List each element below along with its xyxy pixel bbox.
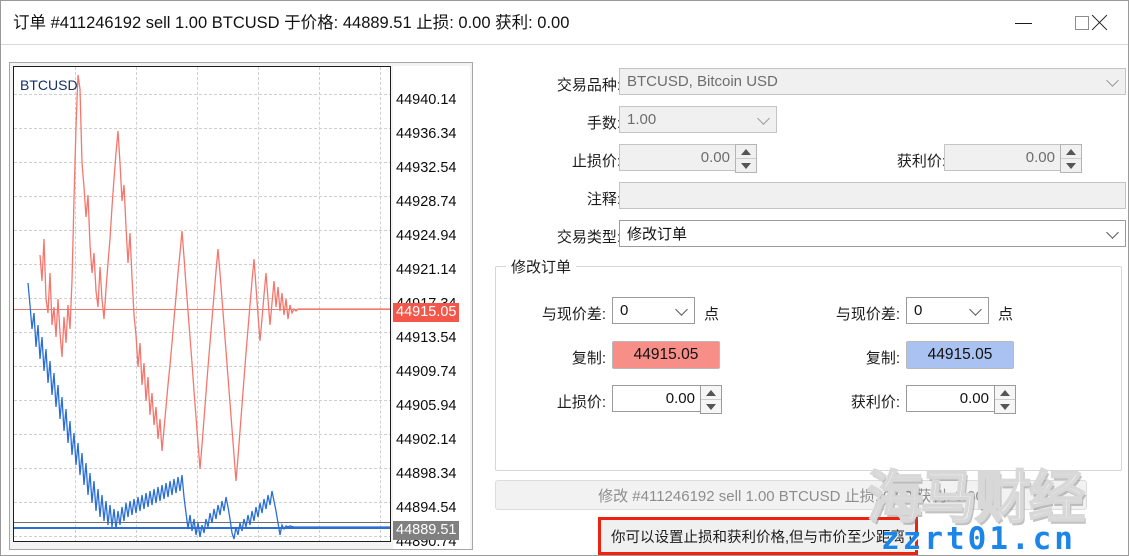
modify-order-group-title: 修改订单 <box>506 256 577 277</box>
deviation-label-right: 与现价差: <box>835 306 900 323</box>
symbol-select[interactable]: BTCUSD, Bitcoin USD <box>619 68 1126 95</box>
stepper-down[interactable] <box>1061 158 1081 172</box>
stepper-up[interactable] <box>1061 145 1081 158</box>
deviation-value-right: 0 <box>914 302 923 319</box>
copy-label-right: 复制: <box>865 350 900 367</box>
caret-down-icon <box>1066 162 1076 169</box>
order-type-label: 交易类型: <box>556 229 621 246</box>
minimize-icon <box>1014 22 1032 24</box>
deviation-value-left: 0 <box>620 302 629 319</box>
caret-up-icon <box>706 389 716 396</box>
price-label: 44936.34 <box>396 126 457 142</box>
points-unit-right: 点 <box>998 306 1014 323</box>
stepper-up[interactable] <box>701 386 721 399</box>
order-type-value: 修改订单 <box>627 226 688 243</box>
takeprofit-input[interactable]: 0.00 <box>944 144 1082 173</box>
stoploss-input[interactable]: 0.00 <box>619 144 757 173</box>
caret-down-icon <box>741 162 751 169</box>
stoploss-stepper[interactable] <box>735 144 757 173</box>
copy-takeprofit-value: 44915.05 <box>927 346 993 363</box>
copy-stoploss-value: 44915.05 <box>633 346 699 363</box>
deviation-select-right[interactable]: 0 <box>906 297 989 324</box>
symbol-label: 交易品种: <box>556 77 621 94</box>
price-label: 44921.14 <box>396 262 457 278</box>
ask-price-tag: 44915.05 <box>393 303 460 322</box>
order-form: 交易品种: BTCUSD, Bitcoin USD 手数: 1.00 止损价: … <box>481 53 1126 555</box>
price-scale[interactable]: 44940.14 44936.34 44932.54 44928.74 4492… <box>393 66 470 550</box>
stoploss-value: 0.00 <box>700 149 730 166</box>
group-stoploss-label: 止损价: <box>556 394 606 411</box>
comment-input[interactable] <box>619 182 1126 209</box>
caret-up-icon <box>1066 148 1076 155</box>
caret-down-icon <box>1000 403 1010 410</box>
volume-select[interactable]: 1.00 <box>619 106 777 133</box>
price-label: 44932.54 <box>396 160 457 176</box>
stoploss-label: 止损价: <box>571 153 621 170</box>
entry-price-line <box>14 522 390 523</box>
stepper-down[interactable] <box>736 158 756 172</box>
volume-label: 手数: <box>586 115 621 132</box>
price-label: 44898.34 <box>396 466 457 482</box>
close-icon <box>1089 13 1109 33</box>
ask-price-line <box>14 309 390 310</box>
comment-label: 注释: <box>586 191 621 208</box>
takeprofit-stepper[interactable] <box>1060 144 1082 173</box>
close-button[interactable] <box>1076 1 1122 45</box>
price-label: 44928.74 <box>396 194 457 210</box>
caret-down-icon <box>706 403 716 410</box>
takeprofit-label: 获利价: <box>896 153 946 170</box>
order-type-select[interactable]: 修改订单 <box>619 220 1126 247</box>
price-label: 44894.54 <box>396 500 457 516</box>
bid-price-tag: 44889.51 <box>393 521 460 540</box>
modify-confirm-button[interactable]: 修改 #411246192 sell 1.00 BTCUSD 止损: 0.00 … <box>495 480 1087 510</box>
price-label: 44902.14 <box>396 432 457 448</box>
group-stoploss-input[interactable]: 0.00 <box>612 385 722 414</box>
price-chart-panel: BTCUSD Entry <box>9 62 473 550</box>
deviation-select-left[interactable]: 0 <box>612 297 695 324</box>
copy-stoploss-button[interactable]: 44915.05 <box>612 341 720 369</box>
price-label: 44940.14 <box>396 92 457 108</box>
chart-plot-area[interactable]: BTCUSD Entry <box>13 66 391 542</box>
validation-warning-text: 你可以设置止损和获利价格,但与市价至少距离 0 点. <box>611 529 918 546</box>
copy-label-left: 复制: <box>571 350 606 367</box>
validation-warning-box: 你可以设置止损和获利价格,但与市价至少距离 0 点. <box>598 517 918 555</box>
stepper-down[interactable] <box>995 399 1015 413</box>
window-title: 订单 #411246192 sell 1.00 BTCUSD 于价格: 4488… <box>13 14 570 32</box>
caret-up-icon <box>741 148 751 155</box>
price-label: 44909.74 <box>396 364 457 380</box>
tick-series <box>27 74 390 540</box>
volume-value: 1.00 <box>627 111 657 128</box>
stepper-up[interactable] <box>736 145 756 158</box>
price-label: 44924.94 <box>396 228 457 244</box>
group-stoploss-value: 0.00 <box>665 390 695 407</box>
group-takeprofit-input[interactable]: 0.00 <box>906 385 1016 414</box>
points-unit-left: 点 <box>704 306 720 323</box>
takeprofit-value: 0.00 <box>1025 149 1055 166</box>
group-takeprofit-stepper[interactable] <box>994 385 1016 414</box>
stepper-down[interactable] <box>701 399 721 413</box>
minimize-button[interactable] <box>998 1 1048 45</box>
modify-order-group: 修改订单 与现价差: 0 点 复制: 44915.05 止损价: 0.00 <box>495 256 1122 471</box>
chart-symbol-label: BTCUSD <box>20 77 78 93</box>
title-bar: 订单 #411246192 sell 1.00 BTCUSD 于价格: 4488… <box>1 1 1128 45</box>
caret-up-icon <box>1000 389 1010 396</box>
group-takeprofit-value: 0.00 <box>959 390 989 407</box>
group-takeprofit-label: 获利价: <box>850 394 900 411</box>
symbol-value: BTCUSD, Bitcoin USD <box>627 73 778 90</box>
deviation-label-left: 与现价差: <box>541 306 606 323</box>
copy-takeprofit-button[interactable]: 44915.05 <box>906 341 1014 369</box>
stepper-up[interactable] <box>995 386 1015 399</box>
price-label: 44913.54 <box>396 330 457 346</box>
group-stoploss-stepper[interactable] <box>700 385 722 414</box>
modify-confirm-text: 修改 #411246192 sell 1.00 BTCUSD 止损: 0.00 … <box>598 487 984 505</box>
price-label: 44905.94 <box>396 398 457 414</box>
